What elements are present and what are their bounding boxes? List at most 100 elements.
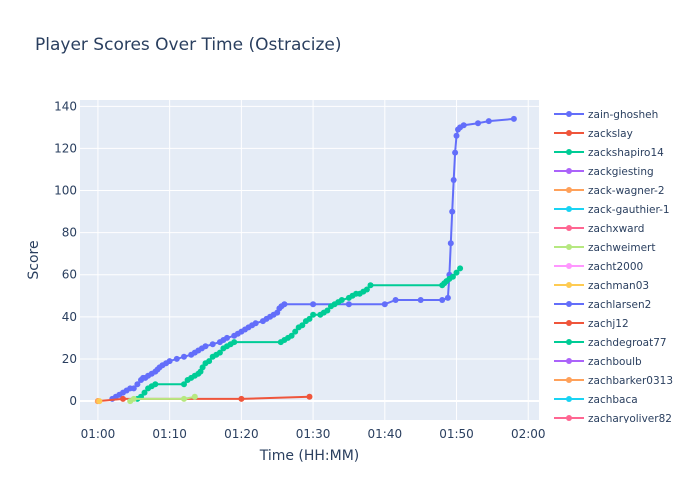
data-point — [173, 355, 180, 362]
y-tick-label: 100 — [54, 184, 77, 198]
data-point — [130, 395, 137, 402]
y-tick-label: 140 — [54, 99, 77, 113]
data-point — [310, 311, 317, 318]
legend-label: zain-ghosheh — [588, 109, 658, 121]
data-point — [338, 297, 345, 303]
y-tick-label: 0 — [69, 394, 77, 408]
data-point — [181, 353, 187, 360]
series-zain-ghosheh — [109, 115, 517, 402]
legend-label: zacharyoliver82 — [588, 413, 672, 425]
legend-label: zackshapiro14 — [588, 147, 664, 159]
legend-swatch-marker — [566, 111, 572, 117]
data-point — [134, 381, 141, 388]
legend-label: zachdegroat77 — [588, 337, 667, 349]
x-tick-label: 01:00 — [81, 427, 116, 441]
legend-item-zackslay[interactable]: zackslay — [554, 128, 633, 140]
legend-label: zackgiesting — [588, 166, 654, 178]
y-axis-ticks: 0 20 40 60 80 100 120 140 — [54, 99, 77, 408]
y-tick-label: 120 — [54, 141, 77, 155]
legend-item-zacharyoliver82[interactable]: zacharyoliver82 — [554, 413, 672, 425]
data-point — [510, 115, 517, 122]
legend-item-zachxward[interactable]: zachxward — [554, 223, 644, 235]
data-point — [166, 358, 173, 365]
y-tick-label: 20 — [62, 352, 77, 366]
legend-item-zachlarsen2[interactable]: zachlarsen2 — [554, 299, 651, 311]
data-point — [439, 297, 446, 303]
data-point — [306, 393, 313, 400]
legend-swatch-marker — [566, 149, 572, 155]
data-point — [449, 273, 456, 280]
legend-swatch-marker — [566, 282, 572, 288]
legend-swatch-marker — [566, 415, 572, 421]
legend-item-zack-gauthier-1[interactable]: zack-gauthier-1 — [554, 204, 670, 216]
legend-label: zack-wagner-2 — [588, 185, 665, 197]
legend-item-zachj12[interactable]: zachj12 — [554, 318, 629, 330]
data-point — [363, 286, 370, 293]
data-point — [460, 122, 467, 129]
legend-label: zachj12 — [588, 318, 629, 330]
data-point — [324, 307, 331, 314]
legend-item-zachman03[interactable]: zachman03 — [554, 280, 649, 292]
chart-title: Player Scores Over Time (Ostracize) — [35, 35, 342, 55]
data-point — [345, 301, 352, 308]
legend-label: zachlarsen2 — [588, 299, 651, 311]
legend-swatch-marker — [566, 263, 572, 269]
data-point — [292, 328, 299, 335]
x-tick-label: 01:30 — [296, 427, 331, 441]
data-point — [231, 339, 238, 346]
data-point — [485, 118, 492, 125]
legend-item-zackshapiro14[interactable]: zackshapiro14 — [554, 147, 664, 159]
series-layer — [94, 115, 517, 405]
data-point — [475, 120, 481, 127]
legend-swatch-marker — [566, 377, 572, 383]
legend-swatch-marker — [566, 339, 572, 345]
legend-item-zackgiesting[interactable]: zackgiesting — [554, 166, 654, 178]
data-point — [444, 294, 451, 301]
legend[interactable]: zain-ghosheh zackslay zackshapiro14 zackgie… — [554, 109, 673, 425]
data-point — [457, 265, 464, 272]
legend-item-zack-wagner-2[interactable]: zack-wagner-2 — [554, 185, 665, 197]
y-tick-label: 40 — [62, 310, 77, 324]
x-axis-title: Time (HH:MM) — [259, 448, 360, 464]
data-point — [452, 149, 459, 156]
data-point — [447, 240, 454, 247]
legend-swatch-marker — [566, 358, 572, 364]
legend-item-zacht2000[interactable]: zacht2000 — [554, 261, 643, 273]
legend-label: zachweimert — [588, 242, 655, 254]
legend-item-zachweimert[interactable]: zachweimert — [554, 242, 655, 254]
data-point — [281, 301, 288, 308]
legend-item-zachboulb[interactable]: zachboulb — [554, 356, 642, 368]
legend-label: zachbaca — [588, 394, 638, 406]
y-axis-title: Score — [26, 240, 42, 279]
series-zachweimert — [127, 393, 198, 405]
legend-swatch-marker — [566, 130, 572, 136]
legend-item-zain-ghosheh[interactable]: zain-ghosheh — [554, 109, 658, 121]
legend-item-zachdegroat77[interactable]: zachdegroat77 — [554, 337, 667, 349]
legend-swatch-marker — [566, 244, 572, 250]
y-tick-label: 60 — [62, 268, 77, 282]
legend-item-zachbarker0313[interactable]: zachbarker0313 — [554, 375, 673, 387]
x-tick-label: 01:40 — [368, 427, 403, 441]
data-point — [141, 389, 148, 396]
data-point — [450, 177, 457, 183]
legend-swatch-marker — [566, 168, 572, 174]
data-point — [238, 395, 245, 402]
legend-label: zacht2000 — [588, 261, 643, 273]
legend-swatch-marker — [566, 206, 572, 212]
data-point — [449, 208, 456, 215]
data-point — [310, 301, 317, 308]
legend-label: zachman03 — [588, 280, 649, 292]
x-axis-ticks: 01:00 01:10 01:20 01:30 01:40 01:50 02:00 — [81, 427, 546, 441]
data-point — [96, 398, 103, 405]
legend-swatch-marker — [566, 396, 572, 402]
data-point — [288, 332, 295, 339]
data-point — [206, 358, 213, 365]
legend-item-zachbaca[interactable]: zachbaca — [554, 394, 638, 406]
data-point — [453, 269, 460, 276]
data-point — [181, 395, 187, 402]
y-tick-label: 80 — [62, 226, 77, 240]
data-point — [120, 395, 126, 402]
legend-swatch-marker — [566, 187, 572, 193]
data-point — [181, 381, 187, 388]
